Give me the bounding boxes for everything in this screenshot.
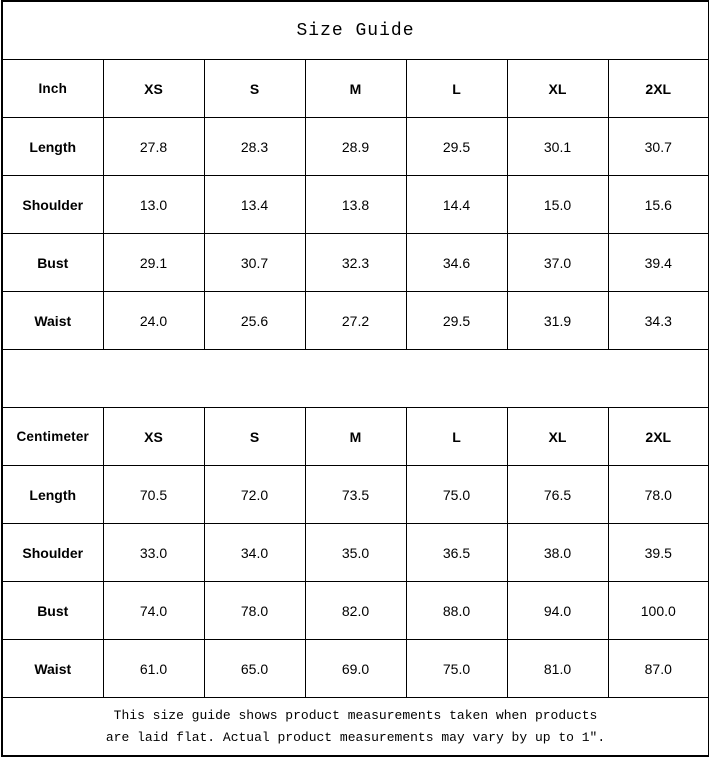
- cell-waist-inch-l: 29.5: [405, 291, 508, 350]
- cell-length-inch-2xl: 30.7: [607, 117, 709, 176]
- cell-length-inch-xl: 30.1: [506, 117, 609, 176]
- unit-label-centimeter: Centimeter: [1, 407, 104, 466]
- cell-shoulder-cm-l: 36.5: [405, 523, 508, 582]
- table-row: Bust 74.0 78.0 82.0 88.0 94.0 100.0: [1, 581, 709, 640]
- cell-waist-inch-xl: 31.9: [506, 291, 609, 350]
- cell-length-cm-xl: 76.5: [506, 465, 609, 524]
- cell-shoulder-inch-xs: 13.0: [102, 175, 205, 234]
- column-header-cm-xs: XS: [102, 407, 205, 466]
- table-row: Length 70.5 72.0 73.5 75.0 76.5 78.0: [1, 465, 709, 524]
- cell-length-cm-2xl: 78.0: [607, 465, 709, 524]
- cell-shoulder-inch-s: 13.4: [203, 175, 306, 234]
- row-label-shoulder-inch: Shoulder: [1, 175, 104, 234]
- cell-bust-cm-s: 78.0: [203, 581, 306, 640]
- cell-length-inch-m: 28.9: [304, 117, 407, 176]
- row-label-waist-cm: Waist: [1, 639, 104, 698]
- row-label-bust-cm: Bust: [1, 581, 104, 640]
- cell-waist-inch-xs: 24.0: [102, 291, 205, 350]
- column-header-m: M: [304, 59, 407, 118]
- table-row: Length 27.8 28.3 28.9 29.5 30.1 30.7: [1, 117, 709, 176]
- column-header-cm-xl: XL: [506, 407, 609, 466]
- cell-shoulder-cm-xl: 38.0: [506, 523, 609, 582]
- header-row-inch: Inch XS S M L XL 2XL: [1, 59, 709, 118]
- table-row: Shoulder 33.0 34.0 35.0 36.5 38.0 39.5: [1, 523, 709, 582]
- cell-waist-cm-s: 65.0: [203, 639, 306, 698]
- cell-bust-inch-l: 34.6: [405, 233, 508, 292]
- cell-shoulder-inch-2xl: 15.6: [607, 175, 709, 234]
- cell-bust-cm-2xl: 100.0: [607, 581, 709, 640]
- cell-length-inch-l: 29.5: [405, 117, 508, 176]
- cell-bust-cm-xs: 74.0: [102, 581, 205, 640]
- unit-label-inch: Inch: [1, 59, 104, 118]
- row-label-waist-inch: Waist: [1, 291, 104, 350]
- cell-length-cm-s: 72.0: [203, 465, 306, 524]
- note-row: This size guide shows product measuremen…: [2, 697, 709, 756]
- note-line-2: are laid flat. Actual product measuremen…: [105, 729, 606, 745]
- table-spacer-row: [2, 349, 709, 408]
- cell-shoulder-cm-xs: 33.0: [102, 523, 205, 582]
- cell-waist-cm-m: 69.0: [304, 639, 407, 698]
- cell-shoulder-inch-m: 13.8: [304, 175, 407, 234]
- cell-length-inch-s: 28.3: [203, 117, 306, 176]
- header-row-centimeter: Centimeter XS S M L XL 2XL: [1, 407, 709, 466]
- cell-shoulder-cm-s: 34.0: [203, 523, 306, 582]
- column-header-cm-s: S: [203, 407, 306, 466]
- cell-waist-cm-l: 75.0: [405, 639, 508, 698]
- cell-shoulder-cm-m: 35.0: [304, 523, 407, 582]
- table-row: Waist 61.0 65.0 69.0 75.0 81.0 87.0: [1, 639, 709, 698]
- cell-waist-cm-xs: 61.0: [102, 639, 205, 698]
- column-header-xl: XL: [506, 59, 609, 118]
- row-label-bust-inch: Bust: [1, 233, 104, 292]
- cell-bust-inch-xs: 29.1: [102, 233, 205, 292]
- table-row: Shoulder 13.0 13.4 13.8 14.4 15.0 15.6: [1, 175, 709, 234]
- column-header-l: L: [405, 59, 508, 118]
- column-header-cm-m: M: [304, 407, 407, 466]
- row-label-shoulder-cm: Shoulder: [1, 523, 104, 582]
- title-row: Size Guide: [2, 1, 709, 60]
- cell-waist-inch-s: 25.6: [203, 291, 306, 350]
- row-label-length-cm: Length: [1, 465, 104, 524]
- column-header-cm-l: L: [405, 407, 508, 466]
- cell-bust-cm-l: 88.0: [405, 581, 508, 640]
- cell-shoulder-inch-xl: 15.0: [506, 175, 609, 234]
- cell-bust-inch-xl: 37.0: [506, 233, 609, 292]
- cell-bust-cm-m: 82.0: [304, 581, 407, 640]
- column-header-2xl: 2XL: [607, 59, 709, 118]
- cell-length-cm-l: 75.0: [405, 465, 508, 524]
- cell-shoulder-inch-l: 14.4: [405, 175, 508, 234]
- table-spacer: [2, 349, 709, 408]
- cell-bust-inch-s: 30.7: [203, 233, 306, 292]
- cell-bust-inch-m: 32.3: [304, 233, 407, 292]
- size-guide-note: This size guide shows product measuremen…: [2, 697, 709, 756]
- row-label-length-inch: Length: [1, 117, 104, 176]
- page-title: Size Guide: [2, 1, 709, 60]
- note-line-1: This size guide shows product measuremen…: [113, 707, 598, 723]
- table-row: Bust 29.1 30.7 32.3 34.6 37.0 39.4: [1, 233, 709, 292]
- column-header-xs: XS: [102, 59, 205, 118]
- cell-bust-inch-2xl: 39.4: [607, 233, 709, 292]
- column-header-cm-2xl: 2XL: [607, 407, 709, 466]
- cell-waist-cm-2xl: 87.0: [607, 639, 709, 698]
- cell-bust-cm-xl: 94.0: [506, 581, 609, 640]
- table-row: Waist 24.0 25.6 27.2 29.5 31.9 34.3: [1, 291, 709, 350]
- cell-length-cm-xs: 70.5: [102, 465, 205, 524]
- cell-waist-inch-2xl: 34.3: [607, 291, 709, 350]
- column-header-s: S: [203, 59, 306, 118]
- cell-waist-cm-xl: 81.0: [506, 639, 609, 698]
- cell-shoulder-cm-2xl: 39.5: [607, 523, 709, 582]
- cell-length-cm-m: 73.5: [304, 465, 407, 524]
- cell-length-inch-xs: 27.8: [102, 117, 205, 176]
- cell-waist-inch-m: 27.2: [304, 291, 407, 350]
